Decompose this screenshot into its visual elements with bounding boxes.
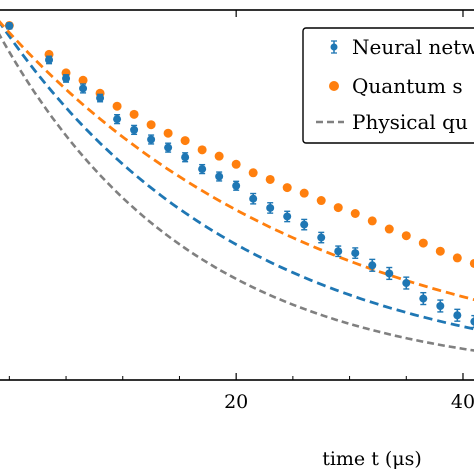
- axes-frame: [0, 9, 474, 381]
- legend-box: [302, 27, 474, 144]
- series-quantum-point: [469, 258, 474, 268]
- series-quantum-point: [418, 238, 428, 248]
- series-quantum-point: [265, 174, 275, 184]
- series-neural-point: [368, 261, 377, 270]
- plot-frame: [0, 9, 474, 381]
- series-neural-point: [266, 203, 275, 212]
- series-quantum-point: [214, 151, 224, 161]
- series-neural-point: [436, 302, 445, 310]
- x-tick-label: 20: [224, 391, 248, 413]
- series-neural-point: [62, 74, 71, 83]
- x-tick-label: 40: [451, 391, 474, 413]
- series-quantum-point: [401, 231, 411, 241]
- legend-quantum-label: Quantum s: [352, 74, 463, 98]
- series-quantum-point: [231, 159, 241, 169]
- series-quantum-point: [78, 75, 88, 85]
- series-quantum-point: [384, 224, 394, 234]
- series-quantum-point: [197, 145, 207, 155]
- series-neural-point: [385, 269, 394, 278]
- series-neural-point: [419, 294, 428, 303]
- series-quantum-point: [350, 209, 360, 218]
- series-quantum-point: [146, 120, 156, 130]
- series-neural-fit-line: [0, 20, 474, 331]
- series-neural-point: [334, 247, 343, 256]
- legend-quantum-marker: [329, 81, 339, 91]
- series-neural-point: [453, 311, 462, 320]
- series-neural-point: [402, 279, 411, 288]
- series-quantum-point: [248, 168, 258, 178]
- series-neural-point: [283, 212, 292, 221]
- plot-area: [0, 20, 474, 352]
- series-quantum-point: [299, 188, 309, 198]
- series-neural-point: [215, 172, 224, 181]
- series-neural-point: [45, 55, 54, 64]
- series-neural-point: [164, 143, 173, 152]
- series-neural-point: [249, 194, 258, 203]
- legend-neural-marker: [330, 43, 338, 51]
- series-quantum-point: [129, 109, 139, 119]
- x-axis: 20 40 time t (μs): [8, 10, 474, 470]
- series-quantum-point: [282, 183, 292, 193]
- series-neural-point: [130, 125, 139, 134]
- series-quantum-fit-line: [0, 20, 474, 302]
- series-neural-point: [470, 317, 474, 326]
- series-neural-point: [147, 135, 156, 144]
- series-quantum-point: [367, 216, 377, 226]
- series-neural-point: [317, 233, 326, 242]
- series-quantum-point: [163, 128, 173, 138]
- legend-neural-label: Neural netw: [352, 35, 474, 59]
- series-physical-line: [0, 33, 474, 352]
- series-quantum-point: [333, 203, 343, 213]
- series-quantum-point: [452, 253, 462, 263]
- series-neural-point: [300, 220, 309, 229]
- series-quantum-point: [316, 196, 326, 206]
- series-quantum-point: [180, 136, 190, 146]
- series-neural-point: [181, 153, 190, 162]
- series-neural-point: [232, 181, 241, 190]
- series-neural-point: [351, 249, 360, 258]
- series-neural-point: [113, 115, 122, 124]
- series-quantum-point: [435, 246, 445, 256]
- x-axis-label: time t (μs): [322, 448, 422, 470]
- series-neural-point: [79, 84, 88, 93]
- legend: Neural netw Quantum s Physical qu: [302, 27, 474, 144]
- legend-physical-label: Physical qu: [352, 110, 468, 134]
- series-neural-point: [96, 94, 105, 103]
- series-neural-point: [198, 165, 207, 174]
- series-quantum-point: [112, 101, 122, 111]
- series-neural-point: [5, 21, 14, 30]
